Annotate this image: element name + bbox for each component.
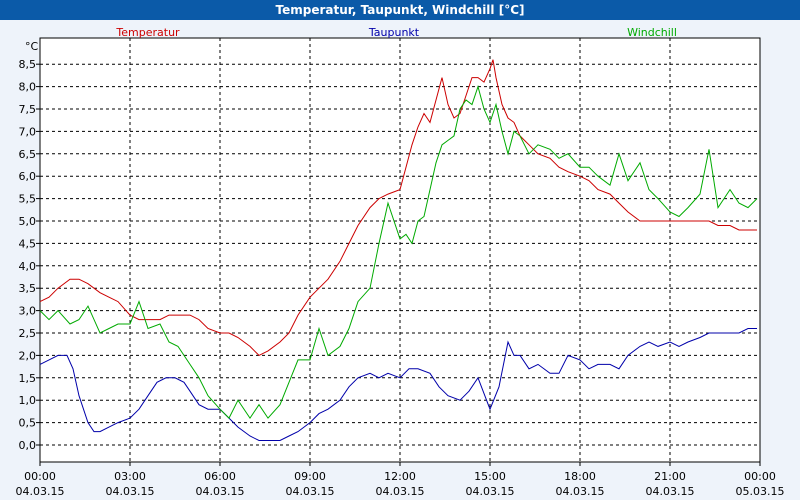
y-tick-label: 6,5: [19, 148, 37, 161]
x-tick-date: 04.03.15: [196, 485, 245, 498]
y-axis-unit: °C: [25, 40, 39, 53]
x-tick-time: 00:00: [744, 470, 776, 483]
x-tick-date: 04.03.15: [376, 485, 425, 498]
series-line-windchill: [39, 84, 758, 419]
y-tick-label: 2,0: [19, 349, 37, 362]
y-tick-label: 0,0: [19, 439, 37, 452]
y-tick-label: 7,5: [19, 103, 37, 116]
chart-title: Temperatur, Taupunkt, Windchill [°C]: [0, 0, 800, 20]
y-tick-label: 4,5: [19, 237, 37, 250]
x-tick-date: 04.03.15: [646, 485, 695, 498]
x-tick-date: 04.03.15: [466, 485, 515, 498]
series-lines: [39, 59, 758, 441]
legend-temperatur: Temperatur: [115, 26, 180, 39]
x-tick-date: 04.03.15: [286, 485, 335, 498]
y-tick-label: 5,0: [19, 215, 37, 228]
x-tick-time: 12:00: [384, 470, 416, 483]
y-tick-label: 2,5: [19, 327, 37, 340]
y-tick-label: 8,5: [19, 58, 37, 71]
y-tick-label: 7,0: [19, 125, 37, 138]
x-tick-date: 04.03.15: [106, 485, 155, 498]
x-tick-time: 15:00: [474, 470, 506, 483]
series-line-taupunkt: [39, 328, 757, 441]
y-tick-label: 8,0: [19, 81, 37, 94]
y-tick-label: 1,5: [19, 372, 37, 385]
x-tick-date: 04.03.15: [556, 485, 605, 498]
x-tick-date: 04.03.15: [16, 485, 65, 498]
x-tick-time: 09:00: [294, 470, 326, 483]
y-tick-label: 3,0: [19, 305, 37, 318]
x-axis: 00:00 04.03.15 03:00 04.03.15 06:00 04.03.15 0…: [16, 462, 785, 498]
y-tick-label: 4,0: [19, 260, 37, 273]
x-tick-time: 03:00: [114, 470, 146, 483]
x-tick-date: 05.03.15: [736, 485, 785, 498]
y-axis: 0,0 0,5 1,0 1,5 2,0 2,5 3,0 3,5 4,0 4,5 5,0 5,5 6,0 6…: [19, 58, 40, 452]
y-tick-label: 6,0: [19, 170, 37, 183]
x-tick-time: 06:00: [204, 470, 236, 483]
y-tick-label: 5,5: [19, 193, 37, 206]
legend-windchill: Windchill: [627, 26, 677, 39]
x-tick-time: 21:00: [654, 470, 686, 483]
series-line-temperatur: [39, 59, 757, 357]
legend-taupunkt: Taupunkt: [368, 26, 420, 39]
x-tick-time: 18:00: [564, 470, 596, 483]
x-tick-time: 00:00: [24, 470, 56, 483]
y-tick-label: 3,5: [19, 282, 37, 295]
y-tick-label: 0,5: [19, 417, 37, 430]
y-tick-label: 1,0: [19, 394, 37, 407]
